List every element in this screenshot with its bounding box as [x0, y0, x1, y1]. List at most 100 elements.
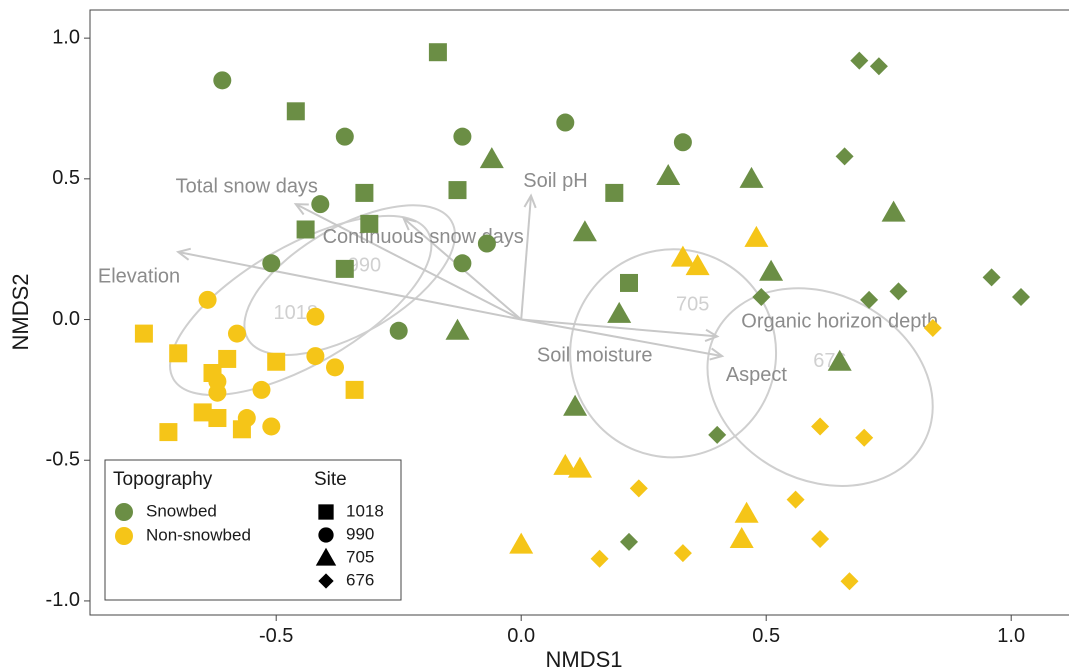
axes: -0.5 0.0 0.5 1.0 -1.0 -0.5 0.0 0.5 1.0 [46, 26, 1026, 647]
y-axis-title: NMDS2 [8, 273, 33, 350]
data-point [590, 549, 609, 568]
data-point [869, 57, 888, 76]
legend-label-topography: Snowbed [146, 501, 217, 520]
data-point [605, 183, 624, 202]
y-tick-label: -1.0 [46, 589, 80, 611]
data-point [572, 220, 597, 242]
data-point [262, 254, 281, 273]
legend-label-site: 676 [346, 570, 374, 589]
data-point [306, 347, 325, 366]
x-tick-label: -0.5 [259, 625, 293, 647]
legend-label-site: 1018 [346, 501, 384, 520]
data-point [355, 183, 374, 202]
legend-label-site: 705 [346, 547, 374, 566]
x-tick-label: 1.0 [997, 625, 1025, 647]
vector-label: Total snow days [176, 176, 318, 198]
vector-label: Organic horizon depth [741, 311, 938, 333]
data-point [629, 479, 648, 498]
data-point [134, 324, 153, 343]
confidence-ellipses [169, 204, 934, 487]
y-tick-label: 1.0 [52, 26, 80, 48]
x-tick-label: 0.0 [507, 625, 535, 647]
data-point [734, 501, 759, 523]
data-point [193, 403, 212, 422]
legend-swatch-non-snowbed [115, 527, 133, 545]
y-tick-label: -0.5 [46, 449, 80, 471]
data-point [835, 147, 854, 166]
data-point [708, 425, 727, 444]
data-point [479, 147, 504, 169]
env-vectors [175, 193, 725, 361]
data-point [1012, 288, 1030, 307]
data-point [448, 181, 467, 200]
data-point [855, 428, 874, 447]
legend-site-title: Site [314, 469, 347, 490]
data-point [360, 214, 379, 233]
data-point [759, 259, 784, 281]
data-point [345, 380, 364, 399]
vector-arrow-5 [521, 318, 725, 361]
vector-arrow-0 [293, 203, 522, 321]
data-point [889, 282, 908, 301]
data-point [335, 127, 354, 146]
data-point [228, 324, 246, 343]
data-point [208, 383, 227, 402]
data-point [739, 166, 764, 188]
data-point [568, 456, 592, 478]
data-point [252, 380, 271, 399]
data-point [811, 417, 830, 436]
data-point [811, 530, 830, 549]
data-point [923, 318, 942, 337]
legend-label-topography: Non-snowbed [146, 525, 251, 544]
legend-shape-1018 [318, 504, 334, 520]
data-point [620, 273, 638, 292]
data-point [389, 321, 408, 340]
data-point [445, 318, 470, 340]
ellipse-site-990 [243, 204, 456, 356]
legend-swatch-snowbed [115, 503, 133, 521]
data-point [296, 220, 315, 239]
data-point [685, 254, 710, 276]
y-tick-label: 0.5 [52, 167, 80, 189]
data-point [729, 527, 754, 549]
vector-label: Soil pH [523, 170, 587, 192]
data-point [786, 490, 805, 509]
legend-topography-items: Snowbed Non-snowbed [115, 501, 251, 545]
data-point [752, 288, 771, 307]
data-point [673, 133, 692, 152]
ellipse-site-705 [569, 248, 778, 459]
data-point [311, 195, 330, 214]
data-point [218, 349, 237, 368]
data-point [656, 164, 681, 186]
legend-shape-705 [315, 547, 337, 566]
data-point [267, 352, 286, 371]
data-point [509, 532, 534, 554]
data-point [453, 254, 472, 273]
data-point [620, 532, 638, 551]
data-point [563, 394, 588, 416]
vector-arrow-4 [521, 318, 720, 342]
data-point [881, 200, 906, 222]
data-point [744, 225, 769, 247]
data-point [286, 102, 305, 121]
legend-topography-title: Topography [113, 469, 213, 490]
x-axis-title: NMDS1 [545, 647, 622, 672]
data-point [840, 572, 859, 591]
data-points [134, 43, 1030, 591]
legend-shape-676 [318, 573, 334, 589]
vector-arrow-2 [520, 193, 537, 320]
data-point [159, 423, 178, 442]
data-point [673, 544, 692, 563]
data-point [553, 453, 578, 475]
data-point [670, 245, 695, 267]
vector-label: Soil moisture [537, 344, 653, 366]
site-label-705: 705 [676, 294, 709, 316]
data-point [982, 268, 1001, 287]
data-point [326, 358, 344, 377]
data-point [607, 301, 632, 323]
data-point [306, 307, 325, 326]
x-tick-label: 0.5 [752, 625, 780, 647]
data-point [428, 43, 447, 62]
data-point [198, 290, 217, 309]
